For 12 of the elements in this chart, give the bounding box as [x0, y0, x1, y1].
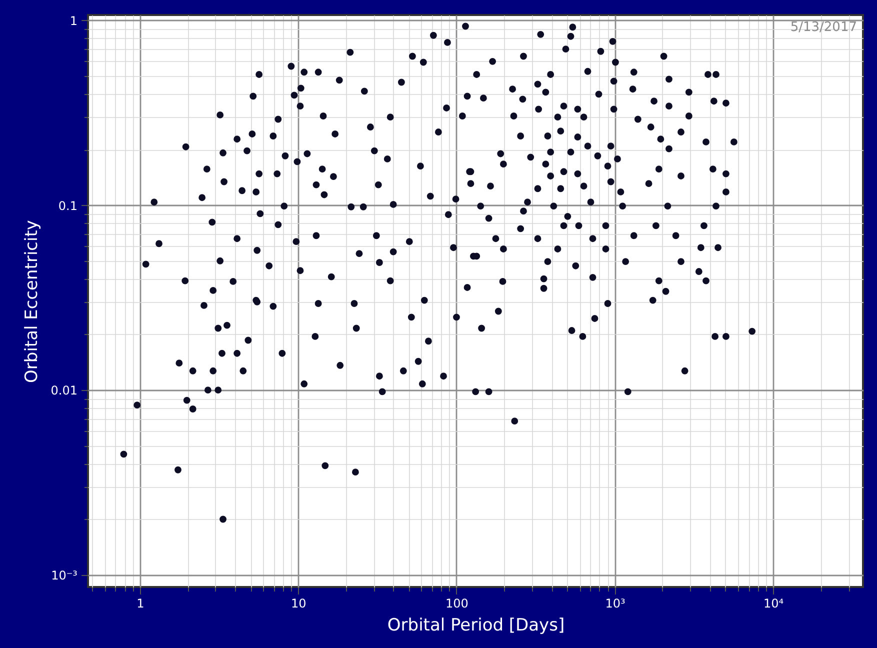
x-tick-label: 1 [136, 596, 144, 610]
y-axis-title: Orbital Eccentricity [22, 220, 42, 383]
x-tick-label: 10 [291, 596, 306, 610]
y-tick-label: 0.01 [50, 384, 78, 398]
y-tick-label: 1 [70, 14, 78, 28]
annotation: 5/13/2017 [790, 20, 857, 35]
x-axis-title: Orbital Period [Days] [387, 616, 565, 636]
y-tick-label: 0.1 [58, 198, 78, 213]
x-tick-label: 100 [446, 596, 468, 610]
y-tick-label: 10⁻³ [51, 568, 78, 582]
x-tick-label: 10⁴ [764, 596, 784, 610]
x-tick-label: 10³ [605, 596, 626, 610]
